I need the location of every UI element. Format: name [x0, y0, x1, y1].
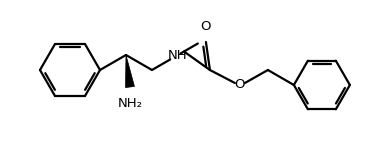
Text: NH₂: NH₂: [117, 97, 142, 110]
Text: O: O: [235, 78, 245, 91]
Polygon shape: [126, 55, 135, 88]
Text: O: O: [201, 20, 211, 33]
Text: NH: NH: [168, 49, 188, 62]
